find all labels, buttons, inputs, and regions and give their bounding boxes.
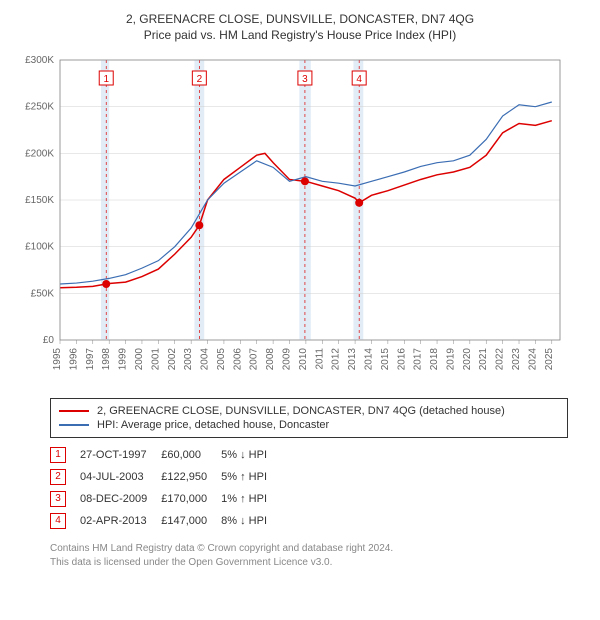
sale-price: £60,000	[161, 444, 221, 466]
svg-text:2020: 2020	[462, 348, 473, 371]
svg-text:2014: 2014	[363, 348, 374, 371]
sale-price: £147,000	[161, 510, 221, 532]
svg-text:2003: 2003	[183, 348, 194, 371]
chart-titles: 2, GREENACRE CLOSE, DUNSVILLE, DONCASTER…	[10, 12, 590, 42]
sale-date: 04-JUL-2003	[80, 466, 161, 488]
svg-text:£100K: £100K	[25, 242, 54, 253]
svg-text:2017: 2017	[413, 348, 424, 371]
footer-line1: Contains HM Land Registry data © Crown c…	[50, 542, 590, 556]
legend-row-hpi: HPI: Average price, detached house, Donc…	[59, 419, 559, 431]
price-chart: £0 £50K £100K £150K £200K £250K £300K 1995 1996 1…	[10, 50, 570, 390]
footer-line2: This data is licensed under the Open Gov…	[50, 556, 590, 570]
svg-text:4: 4	[356, 74, 362, 85]
footer: Contains HM Land Registry data © Crown c…	[50, 542, 590, 570]
svg-text:£250K: £250K	[25, 102, 54, 113]
table-row: 308-DEC-2009£170,0001% ↑ HPI	[50, 488, 281, 510]
svg-text:£50K: £50K	[31, 288, 55, 299]
sale-marker: 3	[50, 488, 80, 510]
svg-text:1998: 1998	[101, 348, 112, 371]
sale-delta: 8% ↓ HPI	[221, 510, 281, 532]
svg-text:1: 1	[103, 74, 109, 85]
title-subtitle: Price paid vs. HM Land Registry's House …	[10, 28, 590, 42]
svg-text:2023: 2023	[511, 348, 522, 371]
svg-text:2009: 2009	[282, 348, 293, 371]
svg-text:2024: 2024	[527, 348, 538, 371]
svg-text:1999: 1999	[118, 348, 129, 371]
title-address: 2, GREENACRE CLOSE, DUNSVILLE, DONCASTER…	[10, 12, 590, 26]
svg-text:2011: 2011	[314, 348, 325, 370]
svg-text:2001: 2001	[150, 348, 161, 371]
sale-date: 02-APR-2013	[80, 510, 161, 532]
svg-text:£300K: £300K	[25, 55, 54, 66]
legend-swatch-hpi	[59, 424, 89, 426]
svg-text:2019: 2019	[445, 348, 456, 371]
legend-swatch-property	[59, 410, 89, 412]
svg-text:2018: 2018	[429, 348, 440, 371]
sale-delta: 5% ↑ HPI	[221, 466, 281, 488]
legend-label-hpi: HPI: Average price, detached house, Donc…	[97, 419, 329, 431]
svg-text:2013: 2013	[347, 348, 358, 371]
svg-text:2000: 2000	[134, 348, 145, 371]
svg-text:2004: 2004	[200, 348, 211, 371]
chart-container: £0 £50K £100K £150K £200K £250K £300K 1995 1996 1…	[10, 50, 590, 390]
sale-price: £122,950	[161, 466, 221, 488]
table-row: 204-JUL-2003£122,9505% ↑ HPI	[50, 466, 281, 488]
svg-text:2025: 2025	[544, 348, 555, 371]
sale-marker: 4	[50, 510, 80, 532]
sale-marker: 1	[50, 444, 80, 466]
svg-text:£200K: £200K	[25, 148, 54, 159]
sale-price: £170,000	[161, 488, 221, 510]
svg-text:2012: 2012	[331, 348, 342, 371]
svg-text:2022: 2022	[495, 348, 506, 371]
sale-delta: 5% ↓ HPI	[221, 444, 281, 466]
legend-label-property: 2, GREENACRE CLOSE, DUNSVILLE, DONCASTER…	[97, 405, 505, 417]
svg-text:2021: 2021	[478, 348, 489, 371]
svg-text:£150K: £150K	[25, 195, 54, 206]
sales-table: 127-OCT-1997£60,0005% ↓ HPI204-JUL-2003£…	[50, 444, 281, 532]
svg-text:2: 2	[197, 74, 203, 85]
sale-date: 27-OCT-1997	[80, 444, 161, 466]
svg-text:1996: 1996	[68, 348, 79, 371]
svg-text:2008: 2008	[265, 348, 276, 371]
table-row: 127-OCT-1997£60,0005% ↓ HPI	[50, 444, 281, 466]
svg-text:2006: 2006	[232, 348, 243, 371]
table-row: 402-APR-2013£147,0008% ↓ HPI	[50, 510, 281, 532]
legend-row-property: 2, GREENACRE CLOSE, DUNSVILLE, DONCASTER…	[59, 405, 559, 417]
sale-marker: 2	[50, 466, 80, 488]
sale-date: 08-DEC-2009	[80, 488, 161, 510]
svg-text:3: 3	[302, 74, 308, 85]
svg-text:2005: 2005	[216, 348, 227, 371]
svg-text:1995: 1995	[52, 348, 63, 371]
svg-text:2002: 2002	[167, 348, 178, 371]
svg-text:£0: £0	[43, 335, 55, 346]
svg-text:2016: 2016	[396, 348, 407, 371]
svg-text:2007: 2007	[249, 348, 260, 371]
svg-text:2010: 2010	[298, 348, 309, 371]
sale-delta: 1% ↑ HPI	[221, 488, 281, 510]
svg-text:1997: 1997	[85, 348, 96, 371]
legend: 2, GREENACRE CLOSE, DUNSVILLE, DONCASTER…	[50, 398, 568, 438]
svg-text:2015: 2015	[380, 348, 391, 371]
